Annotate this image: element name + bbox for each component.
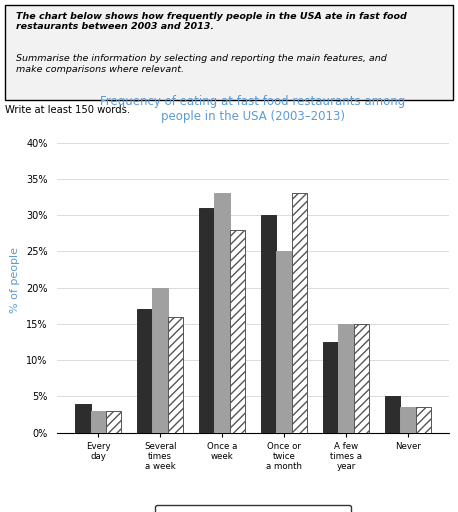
Title: Frequency of eating at fast food restaurants among
people in the USA (2003–2013): Frequency of eating at fast food restaur…: [100, 95, 406, 123]
Bar: [400, 407, 415, 433]
Text: The chart below shows how frequently people in the USA ate in fast food
restaura: The chart below shows how frequently peo…: [16, 12, 407, 31]
Bar: [75, 403, 91, 433]
Bar: [292, 194, 307, 433]
FancyBboxPatch shape: [5, 5, 453, 100]
Bar: [168, 316, 183, 433]
Text: Write at least 150 words.: Write at least 150 words.: [5, 105, 130, 115]
Bar: [261, 215, 276, 433]
Bar: [385, 396, 400, 433]
Text: Summarise the information by selecting and reporting the main features, and
make: Summarise the information by selecting a…: [16, 54, 387, 74]
Bar: [153, 288, 168, 433]
Y-axis label: % of people: % of people: [11, 247, 20, 313]
Bar: [199, 208, 214, 433]
Bar: [323, 342, 338, 433]
Bar: [106, 411, 121, 433]
Bar: [338, 324, 354, 433]
Bar: [354, 324, 369, 433]
Bar: [230, 229, 245, 433]
Bar: [137, 309, 153, 433]
Legend: 2003, 2006, 2013: 2003, 2006, 2013: [155, 505, 351, 512]
Bar: [91, 411, 106, 433]
Bar: [276, 251, 292, 433]
Bar: [214, 194, 230, 433]
Bar: [415, 407, 431, 433]
